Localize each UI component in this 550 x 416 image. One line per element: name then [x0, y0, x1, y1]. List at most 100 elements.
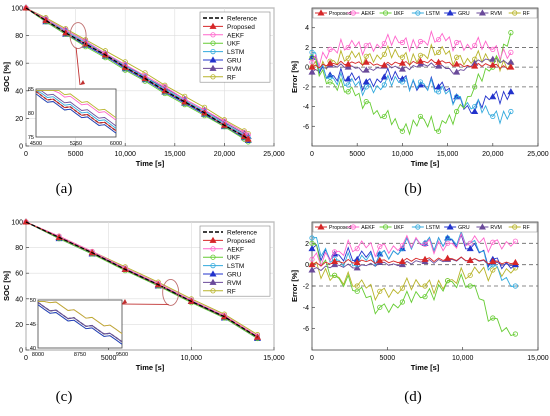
legend-label: Proposed	[329, 11, 351, 17]
inset-y-tick-label: 45	[30, 322, 36, 328]
y-tick-label: -4	[303, 305, 309, 312]
legend-label: AEKF	[227, 32, 244, 39]
x-tick-label: 5000	[349, 151, 365, 158]
y-tick-label: 0	[19, 348, 23, 355]
legend-label: Reference	[227, 16, 257, 23]
y-tick-label: 40	[15, 296, 23, 303]
y-tick-label: 40	[15, 88, 23, 95]
legend-label: Proposed	[329, 225, 351, 231]
legend-label: AEKF	[227, 246, 244, 253]
x-axis-label: Time [s]	[136, 363, 165, 372]
legend-label: RF	[227, 74, 236, 81]
x-axis-label: Time [s]	[136, 159, 165, 168]
x-tick-label: 20,000	[214, 151, 236, 158]
x-tick-label: 0	[24, 151, 28, 158]
x-tick-label: 15,000	[527, 355, 549, 362]
panel-c: 0 5000 10,000 15,000 0 20 40 60 80 100 Time [s] SOC…	[2, 219, 285, 372]
inset-y-tick-label: 85	[28, 87, 34, 93]
legend-label: RVM	[490, 11, 501, 17]
inset-x-tick-label: 9500	[116, 352, 128, 358]
y-tick-label: -6	[303, 124, 309, 131]
legend-label: UKF	[394, 11, 404, 17]
inset-x-tick-label: 4500	[30, 141, 42, 147]
x-tick-label: 5000	[380, 355, 396, 362]
x-axis-label: Time [s]	[411, 363, 440, 372]
inset-x-tick-label: 8750	[74, 352, 86, 358]
y-axis-label: SOC [%]	[2, 61, 11, 92]
y-tick-label: 20	[15, 322, 23, 329]
y-tick-label: -4	[303, 104, 309, 111]
legend-label: AEKF	[361, 225, 375, 231]
inset-y-tick-label: 40	[30, 346, 36, 352]
y-tick-label: 2	[305, 241, 309, 248]
panel-a: 0 5000 10,000 15,000 20,000 25,000 0 20 40 60 80 10…	[2, 5, 285, 168]
x-tick-label: 10,000	[392, 151, 414, 158]
legend-label: LSTM	[227, 263, 244, 270]
inset-y-tick-label: 75	[28, 135, 34, 141]
y-tick-label: 2	[305, 45, 309, 52]
y-tick-label: 80	[15, 33, 23, 40]
plot-area	[312, 8, 538, 146]
legend-label: RF	[227, 288, 236, 295]
inset-x-tick-label: 6000	[110, 141, 122, 147]
y-tick-label: 20	[15, 116, 23, 123]
x-tick-label: 25,000	[263, 151, 285, 158]
y-axis-label: SOC [%]	[2, 270, 11, 301]
y-tick-label: 4	[305, 25, 309, 32]
legend-label: UKF	[227, 41, 240, 48]
y-tick-label: 80	[15, 245, 23, 252]
y-tick-label: 100	[11, 220, 23, 227]
y-tick-label: 100	[11, 6, 23, 13]
inset-y-tick-label: 80	[28, 111, 34, 117]
y-tick-label: -6	[303, 326, 309, 333]
y-tick-label: -2	[303, 284, 309, 291]
x-tick-label: 15,000	[263, 355, 285, 362]
legend-label: GRU	[227, 58, 242, 65]
legend-label: LSTM	[227, 49, 244, 56]
legend-label: LSTM	[426, 225, 440, 231]
y-tick-label: 0	[19, 144, 23, 151]
x-tick-label: 5000	[101, 355, 117, 362]
inset-x-tick-label: 5250	[70, 141, 82, 147]
y-tick-label: 0	[305, 65, 309, 72]
legend-label: RVM	[227, 66, 241, 73]
x-tick-label: 5000	[68, 151, 84, 158]
legend-label: LSTM	[426, 11, 440, 17]
x-tick-label: 25,000	[527, 151, 549, 158]
x-tick-label: 15,000	[437, 151, 459, 158]
y-tick-label: 60	[15, 61, 23, 68]
legend-label: RVM	[490, 225, 501, 231]
legend-label: Proposed	[227, 238, 255, 245]
x-tick-label: 20,000	[482, 151, 504, 158]
x-tick-label: 0	[310, 355, 314, 362]
caption-b: (b)	[393, 181, 433, 198]
legend-label: GRU	[227, 272, 242, 279]
x-tick-label: 10,000	[114, 151, 136, 158]
x-tick-label: 15,000	[164, 151, 186, 158]
inset-y-tick-label: 50	[30, 298, 36, 304]
y-tick-label: 0	[305, 262, 309, 269]
y-tick-label: -2	[303, 84, 309, 91]
x-axis-label: Time [s]	[411, 159, 440, 168]
y-tick-label: 60	[15, 271, 23, 278]
caption-d: (d)	[393, 389, 433, 406]
legend-label: UKF	[394, 225, 404, 231]
x-tick-label: 0	[310, 151, 314, 158]
legend-label: RVM	[227, 280, 241, 287]
y-axis-label: Error [%]	[290, 60, 299, 93]
legend-label: GRU	[458, 225, 470, 231]
legend-label: AEKF	[361, 11, 375, 17]
legend-label: Proposed	[227, 24, 255, 31]
legend-label: RF	[523, 11, 530, 17]
x-tick-label: 10,000	[181, 355, 203, 362]
panel-b: 0 5000 10,000 15,000 20,000 25,000 -6 -4 -2 0 2 4 Ti…	[290, 8, 549, 168]
legend-label: RF	[523, 225, 530, 231]
legend-label: UKF	[227, 255, 240, 262]
x-tick-label: 0	[24, 355, 28, 362]
legend-label: Reference	[227, 230, 257, 237]
caption-a: (a)	[44, 181, 84, 198]
legend-label: GRU	[458, 11, 470, 17]
